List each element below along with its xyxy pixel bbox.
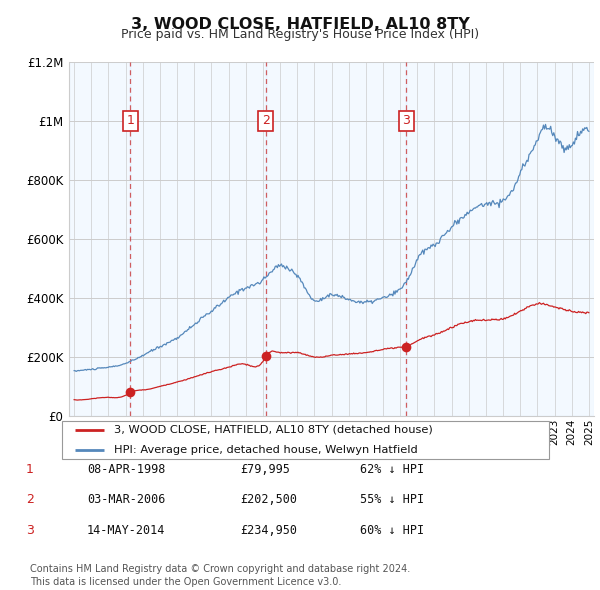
Text: 2: 2: [262, 114, 270, 127]
Text: 08-APR-1998: 08-APR-1998: [87, 463, 166, 476]
FancyBboxPatch shape: [62, 421, 548, 459]
Bar: [130, 62, 266, 416]
Text: HPI: Average price, detached house, Welwyn Hatfield: HPI: Average price, detached house, Welw…: [114, 445, 418, 455]
Text: 3, WOOD CLOSE, HATFIELD, AL10 8TY (detached house): 3, WOOD CLOSE, HATFIELD, AL10 8TY (detac…: [114, 425, 433, 435]
Text: 03-MAR-2006: 03-MAR-2006: [87, 493, 166, 506]
Text: 60% ↓ HPI: 60% ↓ HPI: [360, 524, 424, 537]
Text: 3, WOOD CLOSE, HATFIELD, AL10 8TY: 3, WOOD CLOSE, HATFIELD, AL10 8TY: [131, 17, 469, 31]
Text: 3: 3: [403, 114, 410, 127]
Text: Contains HM Land Registry data © Crown copyright and database right 2024.: Contains HM Land Registry data © Crown c…: [30, 564, 410, 574]
Text: 14-MAY-2014: 14-MAY-2014: [87, 524, 166, 537]
Text: Price paid vs. HM Land Registry's House Price Index (HPI): Price paid vs. HM Land Registry's House …: [121, 28, 479, 41]
Text: £234,950: £234,950: [240, 524, 297, 537]
Text: This data is licensed under the Open Government Licence v3.0.: This data is licensed under the Open Gov…: [30, 577, 341, 587]
Text: 2: 2: [26, 493, 34, 506]
Bar: [266, 62, 406, 416]
Text: 62% ↓ HPI: 62% ↓ HPI: [360, 463, 424, 476]
Text: 55% ↓ HPI: 55% ↓ HPI: [360, 493, 424, 506]
Text: 3: 3: [26, 524, 34, 537]
Text: 1: 1: [127, 114, 134, 127]
Text: £202,500: £202,500: [240, 493, 297, 506]
Text: £79,995: £79,995: [240, 463, 290, 476]
Text: 1: 1: [26, 463, 34, 476]
Bar: [69, 62, 130, 416]
Bar: [406, 62, 594, 416]
